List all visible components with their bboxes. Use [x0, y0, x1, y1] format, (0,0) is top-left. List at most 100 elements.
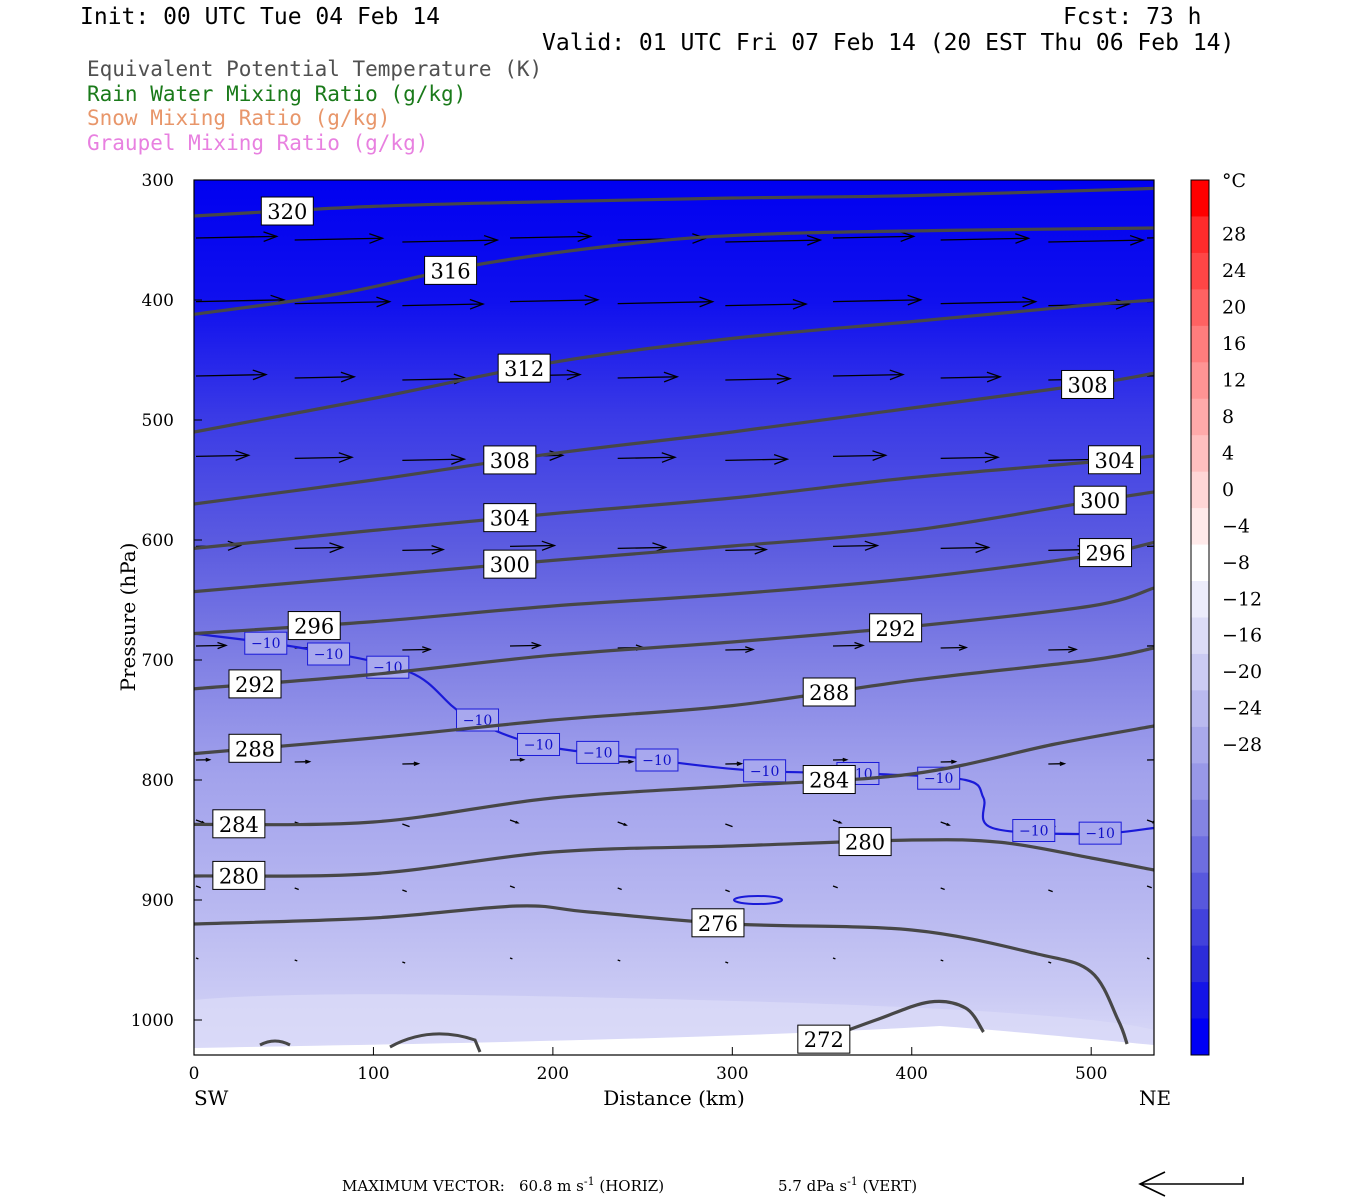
colorbar-swatch: [1191, 180, 1209, 217]
theta-e-label-box: [797, 1024, 851, 1054]
legend-theta-e: Equivalent Potential Temperature (K): [87, 57, 543, 81]
theta-e-label-box: [424, 255, 478, 285]
theta-e-contour-320: [194, 186, 1154, 218]
wind-arrowhead: [541, 540, 557, 551]
theta-e-label-box: [802, 677, 856, 707]
wind-arrowhead: [1067, 646, 1078, 654]
y-tick-label: 900: [142, 891, 174, 911]
wind-arrow: [725, 458, 788, 462]
colorbar-swatch: [1191, 544, 1209, 582]
max-vector-horiz: 60.8 m s-1 (HORIZ): [519, 1175, 664, 1195]
x-axis-label: Distance (km): [603, 1086, 745, 1110]
wind-arrow: [402, 239, 498, 243]
isotherm-label-box: [1012, 819, 1056, 843]
colorbar-swatch: [1191, 836, 1209, 874]
wind-arrowhead: [329, 542, 345, 554]
wind-arrow: [940, 456, 999, 460]
wind-arrowhead: [1157, 758, 1161, 761]
wind-arrow: [1048, 889, 1053, 893]
theta-e-label-box: [228, 669, 282, 699]
wind-arrow: [940, 959, 944, 962]
colorbar-label: 24: [1222, 260, 1246, 282]
wind-arrow: [1048, 239, 1144, 243]
valid-time: Valid: 01 UTC Fri 07 Feb 14 (20 EST Thu …: [542, 30, 1235, 56]
wind-arrowhead: [413, 761, 421, 767]
wind-arrowhead: [1015, 233, 1031, 244]
theta-e-label-box: [483, 503, 537, 533]
colorbar-label: −28: [1222, 734, 1262, 756]
theta-e-contour-308: [194, 371, 1154, 506]
theta-e-contour-300: [194, 490, 1154, 594]
colorbar-label: −12: [1222, 588, 1262, 610]
wind-arrowhead: [1022, 296, 1038, 308]
colorbar-label: 4: [1222, 442, 1234, 464]
isotherm-label-box: [1078, 821, 1122, 845]
wind-arrowhead: [842, 757, 849, 762]
axes: 0 100 200 300 400 500 300 400 500 600 700 800 900 100…: [116, 171, 1171, 1110]
wind-arrowhead: [792, 298, 808, 310]
wind-arrow: [294, 887, 299, 891]
theta-e-contour-304: [194, 454, 1154, 550]
wind-arrow: [725, 889, 730, 893]
wind-arrowhead: [566, 369, 582, 381]
legend-snow: Snow Mixing Ratio (g/kg): [87, 106, 391, 130]
wind-arrowhead: [854, 641, 865, 650]
colorbar-frame: [1190, 179, 1210, 1056]
theta-e-label: 296: [294, 615, 334, 639]
theta-e-label: 276: [698, 912, 738, 936]
theta-e-label: 300: [1080, 489, 1120, 513]
isotherm-label-box: [307, 642, 351, 666]
theta-e-label-box: [228, 733, 282, 763]
wind-arrow: [195, 957, 199, 960]
colorbar-swatch: [1191, 252, 1209, 290]
wind-arrowhead: [217, 641, 228, 650]
wind-arrowhead: [263, 231, 279, 243]
legend-graupel: Graupel Mixing Ratio (g/kg): [87, 131, 429, 155]
colorbar-swatch: [1191, 982, 1209, 1020]
wind-arrowhead: [422, 646, 432, 654]
wind-arrowhead: [838, 820, 843, 824]
wind-arrow: [195, 644, 227, 647]
colorbar-unit: °C: [1222, 170, 1246, 192]
isotherm-label: −10: [524, 737, 554, 753]
shading-surface: [194, 1026, 1154, 1055]
wind-arrowhead: [984, 452, 1000, 463]
colorbar-swatch: [1191, 726, 1209, 764]
isotherm-label: −10: [251, 636, 281, 652]
x-tick-label: 500: [1075, 1064, 1107, 1084]
wind-arrow: [294, 301, 390, 305]
wind-arrow: [832, 957, 836, 960]
wind-arrow: [617, 456, 676, 460]
y-tick-label: 600: [142, 531, 174, 551]
colorbar-swatch: [1191, 325, 1209, 363]
wind-arrow: [195, 299, 284, 303]
isotherm-label-box: [743, 759, 787, 783]
theta-e-label-box: [483, 445, 537, 475]
theta-e-contour-292: [194, 586, 1154, 691]
colorbar-label: −8: [1222, 552, 1250, 574]
wind-arrow: [402, 961, 406, 964]
wind-arrow: [294, 546, 343, 550]
wind-arrowhead: [623, 822, 628, 826]
wind-arrow: [940, 546, 989, 550]
y-tick-label: 300: [142, 171, 174, 191]
wind-arrow: [402, 648, 431, 651]
wind-arrowhead: [773, 454, 790, 465]
wind-arrowhead: [1179, 541, 1192, 550]
wind-arrow: [195, 885, 201, 889]
wind-arrowhead: [340, 371, 357, 383]
theta-e-label-box: [1088, 445, 1142, 475]
wind-arrowhead: [889, 369, 905, 381]
wind-arrowhead: [369, 233, 385, 244]
wind-arrow: [195, 373, 266, 377]
wind-arrow: [940, 301, 1036, 305]
theta-e-label-box: [869, 613, 923, 643]
wind-arrow: [195, 235, 277, 239]
theta-e-label: 312: [504, 357, 544, 381]
wind-arrowhead: [975, 542, 991, 554]
x-endpoint-left: SW: [194, 1086, 229, 1110]
wind-arrowhead: [227, 540, 243, 551]
theta-e-contour-288: [194, 646, 1154, 756]
isotherm-label-box: [244, 631, 288, 655]
